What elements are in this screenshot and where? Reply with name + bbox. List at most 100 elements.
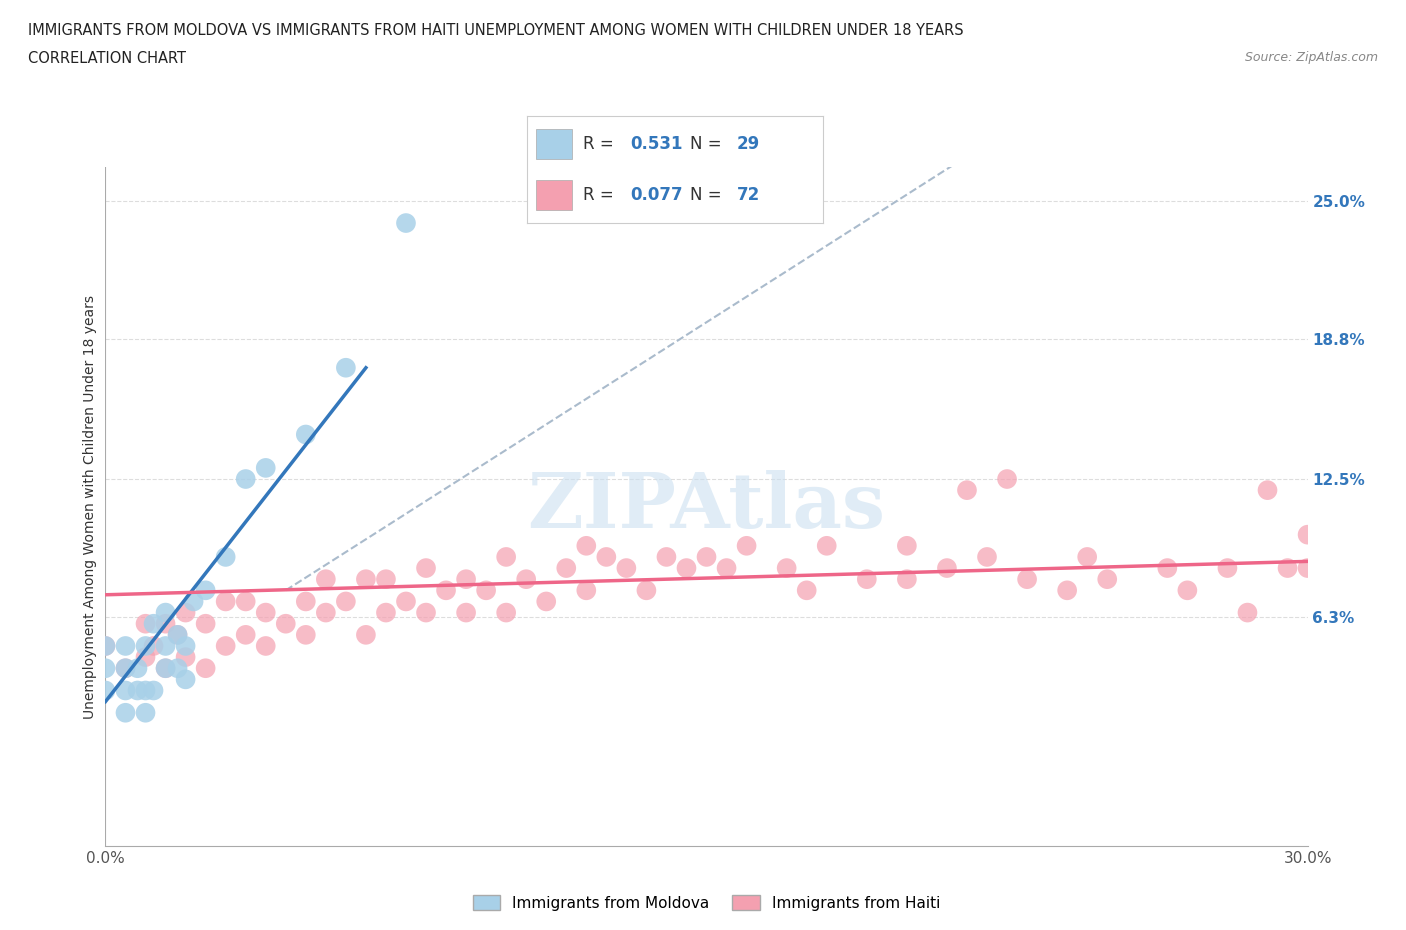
Point xyxy=(214,550,236,565)
Point xyxy=(235,628,257,643)
Point xyxy=(995,472,1018,486)
Point xyxy=(142,617,165,631)
Point xyxy=(555,561,578,576)
Point xyxy=(1056,583,1078,598)
Point xyxy=(936,561,959,576)
Point xyxy=(515,572,537,587)
Point xyxy=(155,661,177,676)
Point xyxy=(166,628,188,643)
Point xyxy=(254,460,277,475)
Text: Source: ZipAtlas.com: Source: ZipAtlas.com xyxy=(1244,51,1378,64)
Text: 29: 29 xyxy=(737,135,761,153)
Point xyxy=(616,561,638,576)
Point xyxy=(896,538,918,553)
Point xyxy=(114,683,136,698)
Point xyxy=(315,605,337,620)
Point xyxy=(114,639,136,654)
Text: 0.077: 0.077 xyxy=(630,186,683,205)
Point xyxy=(976,550,998,565)
Point xyxy=(274,617,297,631)
Point xyxy=(1177,583,1199,598)
Point xyxy=(335,594,357,609)
Point xyxy=(1296,527,1319,542)
Point xyxy=(354,572,377,587)
Point xyxy=(127,661,149,676)
Point xyxy=(295,594,318,609)
Point xyxy=(675,561,697,576)
Point xyxy=(716,561,738,576)
Point xyxy=(194,661,217,676)
Point xyxy=(454,572,477,587)
Point xyxy=(135,705,157,720)
Point xyxy=(575,583,598,598)
Point xyxy=(896,572,918,587)
Point xyxy=(174,671,197,686)
Point xyxy=(374,572,398,587)
Point xyxy=(354,628,377,643)
Point xyxy=(1097,572,1119,587)
Point xyxy=(1257,483,1279,498)
Point xyxy=(114,661,136,676)
Point xyxy=(1216,561,1239,576)
Point xyxy=(135,639,157,654)
Text: R =: R = xyxy=(583,135,620,153)
Text: 72: 72 xyxy=(737,186,761,205)
Point xyxy=(114,661,136,676)
Point xyxy=(796,583,818,598)
Point xyxy=(194,617,217,631)
Text: 0.531: 0.531 xyxy=(630,135,683,153)
Text: CORRELATION CHART: CORRELATION CHART xyxy=(28,51,186,66)
Y-axis label: Unemployment Among Women with Children Under 18 years: Unemployment Among Women with Children U… xyxy=(83,295,97,719)
Point xyxy=(155,617,177,631)
Point xyxy=(94,639,117,654)
Point xyxy=(956,483,979,498)
Point xyxy=(135,683,157,698)
Point xyxy=(696,550,718,565)
Point xyxy=(495,605,517,620)
Point xyxy=(174,605,197,620)
Point xyxy=(1076,550,1098,565)
Point xyxy=(135,617,157,631)
Point xyxy=(374,605,398,620)
Point xyxy=(495,550,517,565)
Point xyxy=(1277,561,1299,576)
Point xyxy=(135,650,157,665)
Point xyxy=(1017,572,1039,587)
Legend: Immigrants from Moldova, Immigrants from Haiti: Immigrants from Moldova, Immigrants from… xyxy=(467,888,946,917)
Point xyxy=(815,538,838,553)
Point xyxy=(127,683,149,698)
Point xyxy=(534,594,557,609)
Point xyxy=(166,628,188,643)
Bar xyxy=(536,180,571,210)
Text: N =: N = xyxy=(690,135,727,153)
Point xyxy=(855,572,877,587)
Point xyxy=(254,605,277,620)
Point xyxy=(235,472,257,486)
Point xyxy=(415,561,437,576)
Point xyxy=(1296,561,1319,576)
Point xyxy=(395,594,418,609)
Text: N =: N = xyxy=(690,186,727,205)
Point xyxy=(1156,561,1178,576)
Point xyxy=(114,705,136,720)
Bar xyxy=(536,129,571,159)
Point xyxy=(94,639,117,654)
Point xyxy=(315,572,337,587)
Point xyxy=(295,427,318,442)
Point xyxy=(395,216,418,231)
Point xyxy=(295,628,318,643)
Point xyxy=(434,583,457,598)
Point xyxy=(142,683,165,698)
Point xyxy=(94,683,117,698)
Point xyxy=(235,594,257,609)
Point xyxy=(595,550,617,565)
Point xyxy=(214,639,236,654)
Point xyxy=(194,583,217,598)
Point xyxy=(174,650,197,665)
Point xyxy=(183,594,205,609)
Point xyxy=(575,538,598,553)
Point xyxy=(655,550,678,565)
Point xyxy=(636,583,658,598)
Point xyxy=(214,594,236,609)
Point xyxy=(454,605,477,620)
